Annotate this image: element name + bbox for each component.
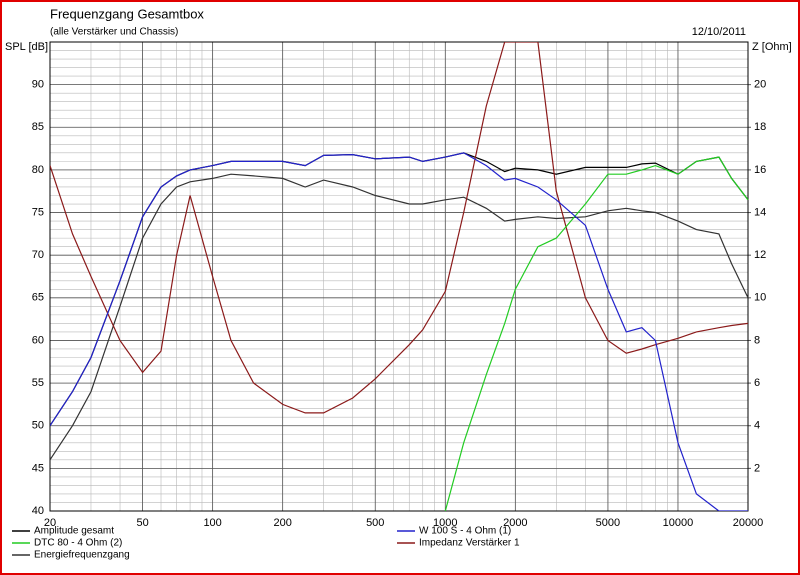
legend-label: Energiefrequenzgang [34,550,130,561]
plot-frame [49,41,749,512]
plot-area [50,42,748,511]
y-axis-label: SPL [dB] [5,41,48,53]
legend-label: Amplitude gesamt [34,526,114,537]
x-tick-label: 5000 [596,517,620,529]
x-tick-label: 20000 [733,517,764,529]
series-group [50,42,749,511]
y-tick-label: 80 [32,164,44,176]
x-tick-label: 20 [44,517,56,529]
y2-tick-label: 20 [754,79,766,91]
chart-title: Frequenzgang Gesamtbox [50,6,204,21]
x-tick-label: 2000 [503,517,527,529]
y-tick-label: 75 [32,206,44,218]
y2-tick-label: 18 [754,121,766,133]
x-tick-label: 1000 [433,517,457,529]
y-tick-label: 40 [32,505,44,517]
y2-tick-label: 6 [754,377,760,389]
series-line [50,152,748,511]
y2-tick-label: 14 [754,206,766,218]
series-line [50,42,749,414]
y-tick-label: 65 [32,292,44,304]
y-tick-label: 45 [32,462,44,474]
y-tick-label: 55 [32,377,44,389]
y-tick-label: 60 [32,334,44,346]
y2-tick-label: 4 [754,420,760,432]
y-tick-label: 90 [32,79,44,91]
legend-label: Impedanz Verstärker 1 [419,538,520,549]
y-tick-label: 70 [32,249,44,261]
y2-axis-label: Z [Ohm] [752,41,792,53]
y-tick-label: 85 [32,121,44,133]
x-tick-label: 50 [136,517,148,529]
y2-tick-label: 8 [754,334,760,346]
chart-date: 12/10/2011 [692,26,746,38]
legend-label: DTC 80 - 4 Ohm (2) [34,538,122,549]
x-tick-label: 500 [366,517,384,529]
x-tick-label: 200 [273,517,291,529]
series-line [50,173,749,461]
y2-tick-label: 2 [754,462,760,474]
y-tick-label: 50 [32,420,44,432]
x-tick-label: 100 [203,517,221,529]
series-line [444,156,749,511]
y2-tick-label: 12 [754,249,766,261]
y2-tick-label: 10 [754,292,766,304]
chart-subtitle: (alle Verstärker und Chassis) [50,27,178,38]
x-tick-label: 10000 [663,517,694,529]
y2-tick-label: 16 [754,164,766,176]
legend-label: W 100 S - 4 Ohm (1) [419,526,511,537]
